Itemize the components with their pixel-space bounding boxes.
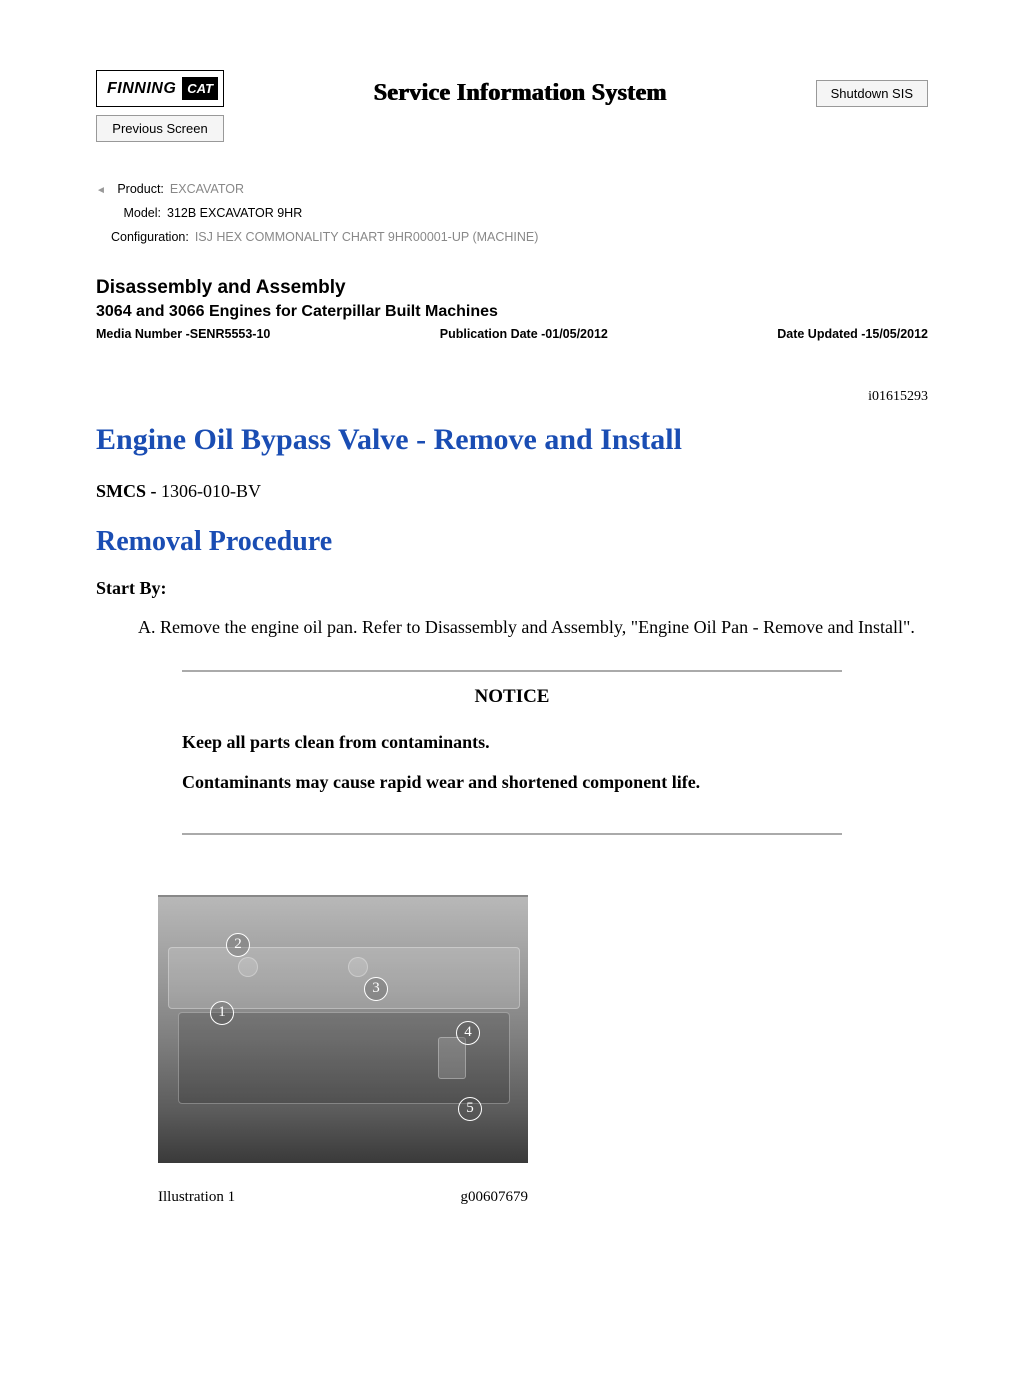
- illustration-code: g00607679: [461, 1189, 529, 1206]
- smcs-line: SMCS - 1306-010-BV: [96, 481, 928, 502]
- notice-line2: Contaminants may cause rapid wear and sh…: [182, 770, 842, 795]
- smcs-value: 1306-010-BV: [161, 481, 261, 501]
- notice-line1: Keep all parts clean from contaminants.: [182, 730, 842, 755]
- meta-model-row: Model: 312B EXCAVATOR 9HR: [96, 202, 928, 226]
- meta-model-label: Model:: [111, 202, 161, 226]
- cat-badge: CAT: [182, 77, 218, 100]
- meta-config-row: Configuration: ISJ HEX COMMONALITY CHART…: [96, 226, 928, 250]
- media-number: Media Number -SENR5553-10: [96, 327, 270, 341]
- callout-5: 5: [458, 1097, 482, 1121]
- illustration-block: 1 2 3 4 5 Illustration 1 g00607679: [158, 895, 928, 1206]
- smcs-label: SMCS -: [96, 481, 161, 501]
- notice-block: NOTICE Keep all parts clean from contami…: [182, 670, 842, 834]
- logo-text: FINNING: [107, 80, 176, 98]
- notice-title: NOTICE: [182, 686, 842, 708]
- step-a: Remove the engine oil pan. Refer to Disa…: [160, 615, 928, 640]
- logo-block: FINNING CAT Previous Screen: [96, 70, 224, 142]
- doc-title: Disassembly and Assembly: [96, 277, 928, 299]
- doc-subtitle: 3064 and 3066 Engines for Caterpillar Bu…: [96, 303, 928, 321]
- start-by-label: Start By:: [96, 578, 928, 599]
- header-row: FINNING CAT Previous Screen Service Info…: [96, 70, 928, 142]
- meta-config-label: Configuration:: [111, 226, 189, 250]
- illustration-label: Illustration 1: [158, 1189, 235, 1206]
- callout-2: 2: [226, 933, 250, 957]
- meta-model-value: 312B EXCAVATOR 9HR: [167, 202, 302, 226]
- meta-config-value: ISJ HEX COMMONALITY CHART 9HR00001-UP (M…: [195, 226, 539, 250]
- callout-4: 4: [456, 1021, 480, 1045]
- meta-product-row: ◄ Product: EXCAVATOR: [96, 178, 928, 202]
- illustration-image: 1 2 3 4 5: [158, 895, 528, 1163]
- step-list: Remove the engine oil pan. Refer to Disa…: [96, 615, 928, 640]
- date-updated: Date Updated -15/05/2012: [777, 327, 928, 341]
- document-header: Disassembly and Assembly 3064 and 3066 E…: [96, 277, 928, 341]
- publication-date: Publication Date -01/05/2012: [440, 327, 608, 341]
- sub-heading: Removal Procedure: [96, 526, 928, 558]
- i-number: i01615293: [96, 389, 928, 405]
- meta-product-label: Product:: [114, 178, 164, 202]
- doc-meta-row: Media Number -SENR5553-10 Publication Da…: [96, 327, 928, 341]
- meta-product-value: EXCAVATOR: [170, 178, 244, 202]
- sis-title: Service Information System: [240, 70, 800, 107]
- back-arrow-icon: ◄: [96, 181, 106, 202]
- finning-logo: FINNING CAT: [96, 70, 224, 107]
- previous-screen-button[interactable]: Previous Screen: [96, 115, 224, 142]
- illustration-caption: Illustration 1 g00607679: [158, 1189, 528, 1206]
- shutdown-sis-button[interactable]: Shutdown SIS: [816, 80, 928, 107]
- callout-1: 1: [210, 1001, 234, 1025]
- main-heading: Engine Oil Bypass Valve - Remove and Ins…: [96, 423, 928, 457]
- callout-3: 3: [364, 977, 388, 1001]
- product-meta-block: ◄ Product: EXCAVATOR Model: 312B EXCAVAT…: [96, 178, 928, 249]
